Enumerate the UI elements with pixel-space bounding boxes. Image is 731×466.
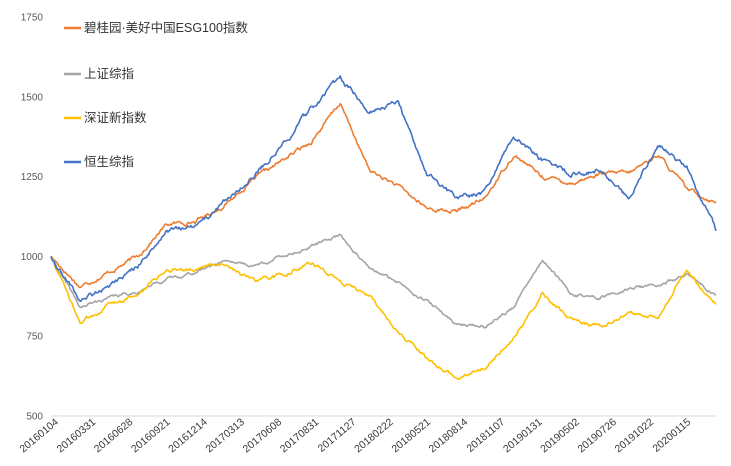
x-tick-label: 20200115	[650, 416, 693, 455]
series-line-3	[50, 255, 717, 380]
x-tick-label: 20160628	[92, 416, 136, 455]
series-line-4	[50, 75, 717, 303]
y-tick-label: 1250	[21, 172, 44, 183]
y-tick-label: 500	[26, 412, 43, 423]
x-tick-label: 20190131	[501, 416, 545, 455]
x-tick-label: 20191022	[613, 416, 657, 455]
x-tick-label: 20190502	[538, 416, 582, 455]
x-tick-label: 20171127	[316, 416, 359, 455]
y-tick-label: 750	[26, 332, 43, 343]
series-line-2	[50, 233, 717, 329]
legend-label: 恒生综指	[84, 154, 134, 169]
plot-area	[50, 75, 717, 380]
x-tick-label: 20180521	[389, 416, 433, 455]
y-tick-label: 1750	[21, 13, 44, 24]
x-tick-label: 20161214	[166, 416, 210, 455]
y-tick-label: 1000	[21, 252, 44, 263]
x-tick-label: 20170313	[203, 416, 247, 455]
legend-label: 深证新指数	[84, 110, 147, 125]
x-tick-label: 20170831	[278, 416, 322, 455]
x-tick-label: 20160921	[129, 416, 173, 455]
legend-label: 上证综指	[84, 66, 134, 81]
x-tick-label: 20170608	[241, 416, 285, 455]
x-tick-label: 20180222	[352, 416, 396, 455]
x-tick-label: 20180814	[427, 416, 471, 455]
y-axis: 500 750 1000 1250 1500 1750	[21, 13, 44, 423]
x-tick-label: 20190726	[575, 416, 619, 455]
y-tick-label: 1500	[21, 92, 44, 103]
x-tick-label: 20181107	[464, 416, 507, 455]
x-tick-label: 20160331	[55, 416, 99, 455]
x-axis: 2016010420160331201606282016092120161214…	[17, 415, 716, 455]
series-line-1	[50, 103, 717, 289]
legend-label: 碧桂园·美好中国ESG100指数	[84, 20, 248, 35]
